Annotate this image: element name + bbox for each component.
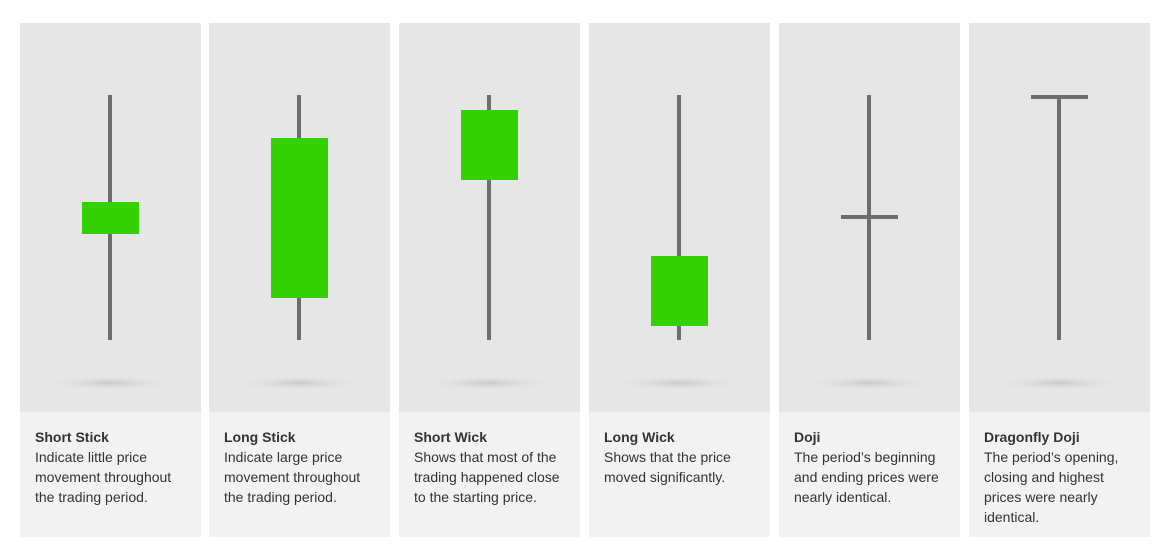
caption: Long Wick Shows that the price moved sign…	[589, 412, 770, 537]
card-description: Indicate large price movement throughout…	[224, 449, 361, 505]
shadow	[231, 375, 367, 391]
wick	[487, 95, 491, 340]
shadow	[42, 375, 178, 391]
caption: Dragonfly Doji The period’s opening, clos…	[969, 412, 1150, 537]
illustration	[589, 23, 770, 412]
illustration	[969, 23, 1150, 412]
doji-bar	[841, 215, 898, 219]
illustration	[399, 23, 580, 412]
card: Short Stick Indicate little price movemen…	[20, 23, 201, 537]
illustration	[779, 23, 960, 412]
shadow	[611, 375, 747, 391]
illustration	[209, 23, 390, 412]
card-title: Long Wick	[604, 429, 675, 445]
candlestick-icon	[611, 95, 747, 391]
shadow	[421, 375, 557, 391]
card: Dragonfly Doji The period’s opening, clos…	[969, 23, 1150, 537]
caption: Short Wick Shows that most of the trading…	[399, 412, 580, 537]
card-description: Shows that the price moved significantly…	[604, 449, 731, 485]
doji-bar	[1031, 95, 1088, 99]
caption: Doji The period’s beginning and ending pr…	[779, 412, 960, 537]
card-title: Doji	[794, 429, 821, 445]
shadow	[991, 375, 1127, 391]
card-title: Dragonfly Doji	[984, 429, 1080, 445]
candlestick-icon	[421, 95, 557, 391]
card-description: Indicate little price movement throughou…	[35, 449, 172, 505]
card-title: Short Wick	[414, 429, 487, 445]
candlestick-icon	[42, 95, 178, 391]
caption: Long Stick Indicate large price movement …	[209, 412, 390, 537]
candle-body	[82, 202, 139, 234]
wick	[677, 95, 681, 340]
caption: Short Stick Indicate little price movemen…	[20, 412, 201, 537]
card: Long Wick Shows that the price moved sign…	[589, 23, 770, 537]
card-description: The period’s opening, closing and highes…	[984, 449, 1119, 525]
card-title: Long Stick	[224, 429, 296, 445]
card: Long Stick Indicate large price movement …	[209, 23, 390, 537]
card: Short Wick Shows that most of the trading…	[399, 23, 580, 537]
card-description: The period’s beginning and ending prices…	[794, 449, 939, 505]
illustration	[20, 23, 201, 412]
wick	[1057, 97, 1061, 340]
card: Doji The period’s beginning and ending pr…	[779, 23, 960, 537]
candlestick-icon	[231, 95, 367, 391]
shadow	[801, 375, 937, 391]
card-description: Shows that most of the trading happened …	[414, 449, 560, 505]
card-title: Short Stick	[35, 429, 109, 445]
candle-body	[651, 256, 708, 326]
candlestick-icon	[801, 95, 937, 391]
candle-body	[461, 110, 518, 180]
candlestick-icon	[991, 95, 1127, 391]
candle-body	[271, 138, 328, 298]
